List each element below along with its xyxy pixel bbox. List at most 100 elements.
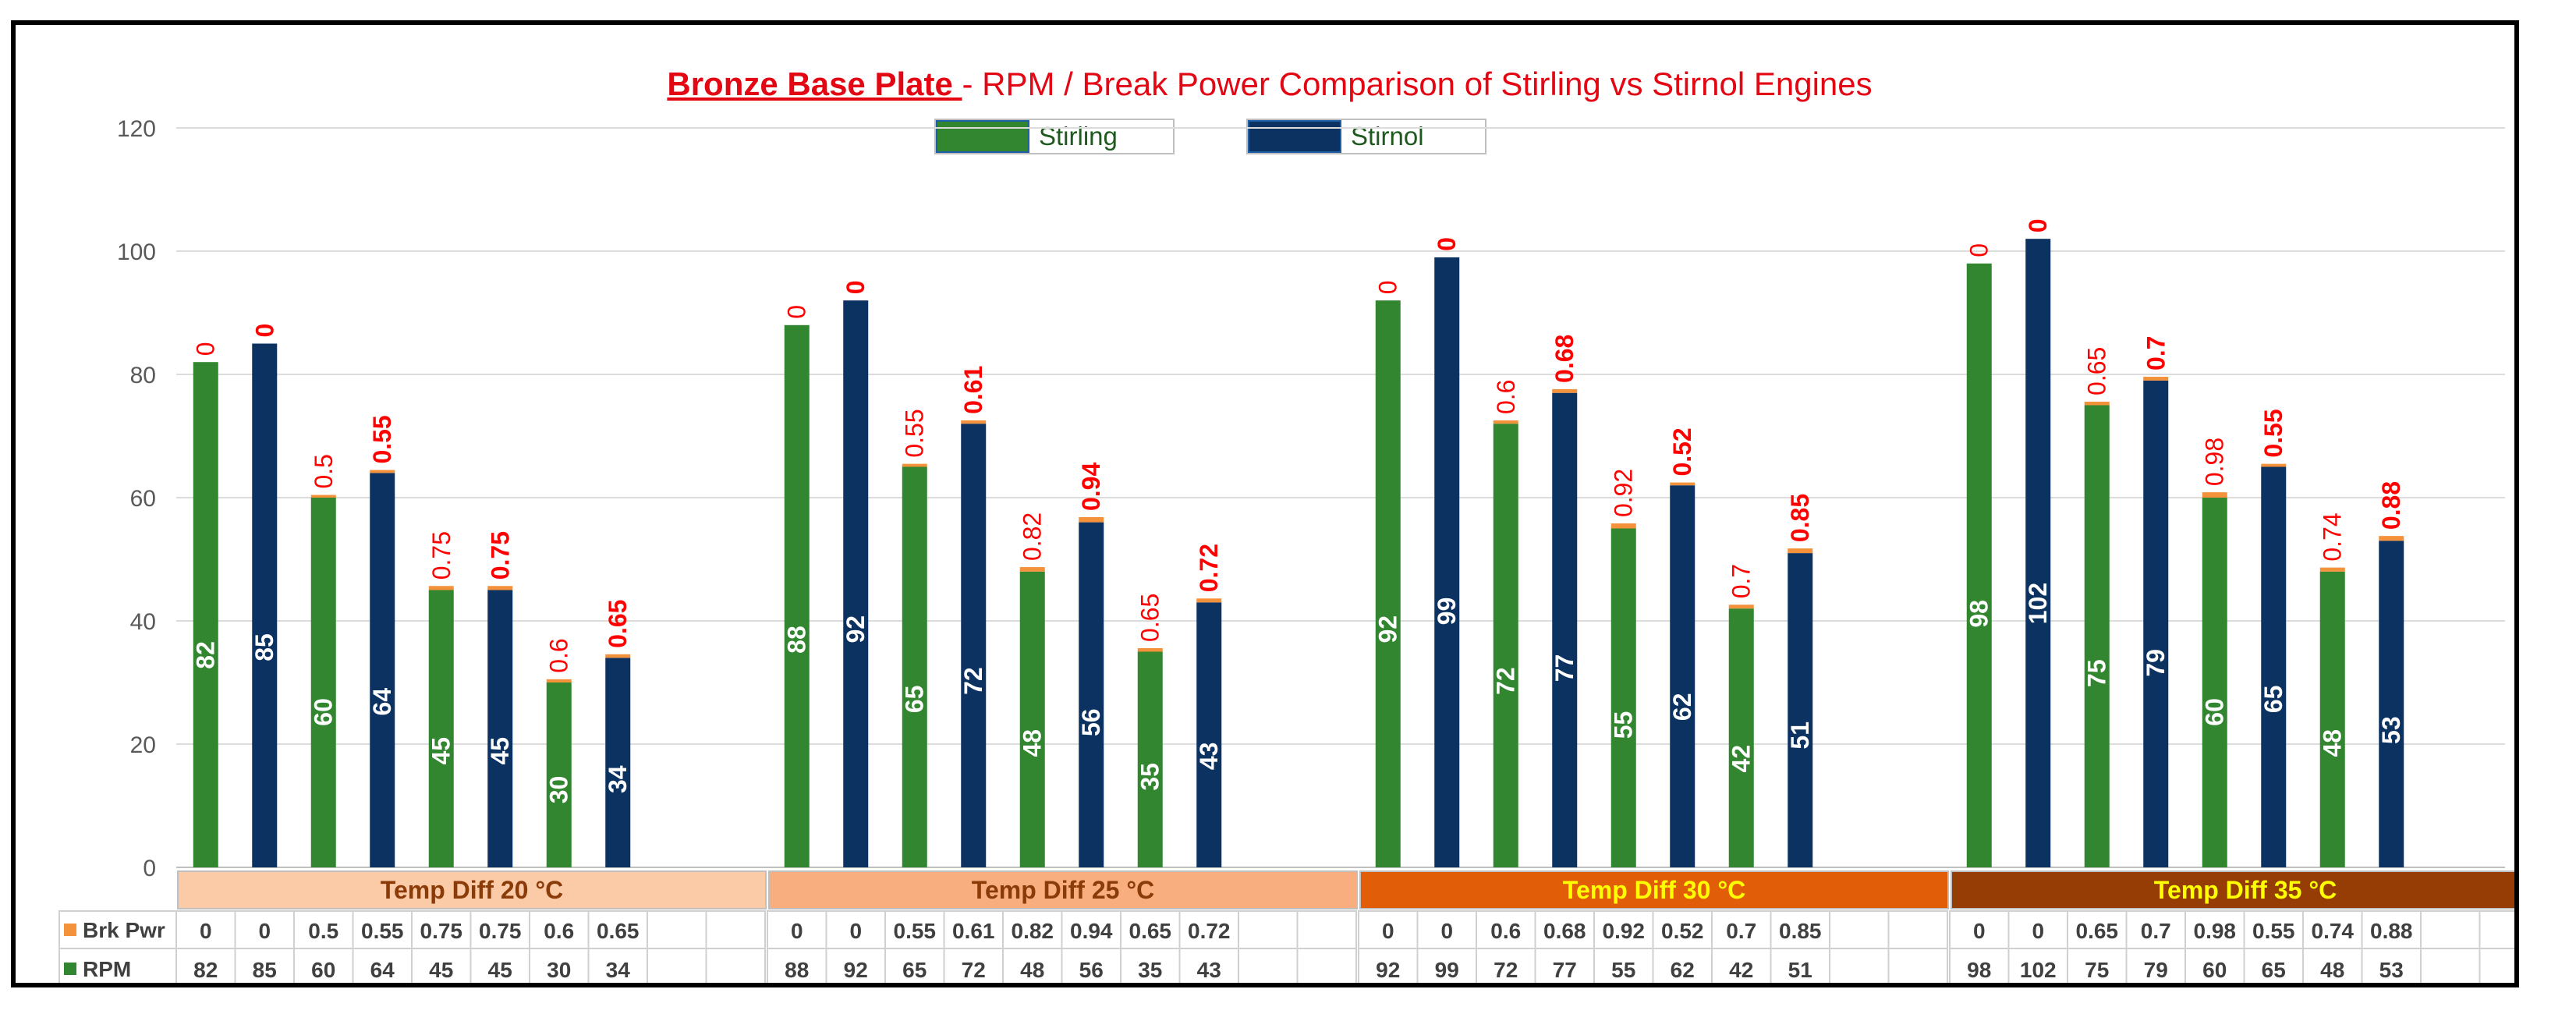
table-cell xyxy=(1416,910,1477,949)
brk-pwr-data-label: 0 xyxy=(1374,280,1402,294)
table-value-brk-pwr: 0 xyxy=(2032,919,2044,943)
table-cell xyxy=(293,948,354,983)
table-cell xyxy=(1061,948,1121,983)
brk-pwr-data-label: 0.68 xyxy=(1550,335,1579,383)
table-cell xyxy=(767,948,827,983)
rpm-data-label: 98 xyxy=(1965,600,1993,628)
table-value-rpm: 62 xyxy=(1671,958,1695,982)
table-value-brk-pwr: 0.5 xyxy=(308,919,338,943)
bar-stirling-rpm xyxy=(2202,498,2227,867)
table-value-brk-pwr: 0.55 xyxy=(2252,919,2295,943)
bar-stirling-rpm xyxy=(193,362,218,867)
brk-pwr-data-label: 0.75 xyxy=(427,531,455,580)
bar-brk-pwr xyxy=(902,463,927,467)
table-cell xyxy=(234,948,295,983)
table-value-brk-pwr: 0.6 xyxy=(1490,919,1521,943)
table-row-label-brk-pwr: Brk Pwr xyxy=(83,918,165,942)
bar-brk-pwr xyxy=(2379,536,2404,541)
table-row-header-cell xyxy=(58,948,177,983)
table-cell xyxy=(1416,948,1477,983)
legend-stirnol-swatch xyxy=(1248,120,1341,153)
rpm-data-label: 85 xyxy=(250,633,278,661)
bar-brk-pwr xyxy=(2143,377,2169,381)
rpm-data-label: 35 xyxy=(1136,763,1164,791)
table-value-brk-pwr: 0.65 xyxy=(2076,919,2119,943)
bar-stirnol-rpm xyxy=(2379,541,2404,867)
table-cell xyxy=(1652,910,1713,949)
bar-stirnol-rpm xyxy=(1434,257,1460,867)
rpm-data-label: 77 xyxy=(1550,654,1579,682)
table-value-rpm: 72 xyxy=(1494,958,1518,982)
bar-stirnol-rpm xyxy=(487,590,513,867)
table-value-brk-pwr: 0.7 xyxy=(1726,919,1756,943)
brk-pwr-data-label: 0.85 xyxy=(1786,494,1814,542)
brk-pwr-data-label: 0.6 xyxy=(545,638,573,672)
bar-stirnol-rpm xyxy=(843,300,869,867)
table-value-brk-pwr: 0 xyxy=(200,919,212,943)
bar-brk-pwr xyxy=(1610,523,1636,529)
table-cell xyxy=(234,910,295,949)
y-tick-label: 100 xyxy=(117,239,156,265)
legend-stirling-swatch xyxy=(936,120,1029,153)
rpm-data-label: 92 xyxy=(1374,615,1402,644)
bar-stirnol-rpm xyxy=(2143,380,2169,867)
rpm-data-label: 75 xyxy=(2083,659,2111,687)
table-value-rpm: 72 xyxy=(962,958,986,982)
bar-brk-pwr xyxy=(1196,598,1222,603)
rpm-data-label: 43 xyxy=(1195,743,1223,771)
rpm-data-label: 34 xyxy=(604,765,632,793)
bar-brk-pwr xyxy=(2084,401,2110,406)
table-cell xyxy=(1711,910,1772,949)
table-cell xyxy=(2184,948,2245,983)
bar-brk-pwr xyxy=(310,495,336,498)
bar-stirling-rpm xyxy=(1019,571,1045,867)
bar-brk-pwr xyxy=(1493,420,1518,424)
brk-pwr-data-label: 0.94 xyxy=(1077,463,1105,511)
bar-brk-pwr xyxy=(605,654,631,658)
rpm-data-label: 62 xyxy=(1668,693,1696,721)
rpm-data-label: 48 xyxy=(1019,729,1047,757)
table-cell xyxy=(1949,948,2010,983)
bar-stirnol-rpm xyxy=(2261,466,2287,867)
table-cell xyxy=(2067,948,2128,983)
brk-pwr-data-label: 0.88 xyxy=(2377,481,2405,530)
table-value-rpm: 30 xyxy=(547,958,571,982)
bar-stirling-rpm xyxy=(546,682,572,867)
rpm-data-label: 45 xyxy=(427,737,455,765)
brk-pwr-data-label: 0.74 xyxy=(2319,512,2347,561)
bar-stirling-rpm xyxy=(2319,571,2345,867)
table-value-rpm: 92 xyxy=(844,958,868,982)
brk-pwr-data-label: 0.52 xyxy=(1668,427,1696,476)
brk-pwr-data-label: 0.82 xyxy=(1019,512,1047,561)
table-value-rpm: 45 xyxy=(488,958,512,982)
brk-pwr-data-label: 0.65 xyxy=(604,600,632,648)
table-value-brk-pwr: 0.74 xyxy=(2312,919,2355,943)
bar-stirnol-rpm xyxy=(370,473,395,867)
table-value-brk-pwr: 0.72 xyxy=(1188,919,1231,943)
rpm-data-label: 45 xyxy=(486,737,514,765)
table-cell xyxy=(2420,948,2481,983)
table-value-rpm: 56 xyxy=(1079,958,1104,982)
brk-pwr-data-label: 0.65 xyxy=(1136,594,1164,642)
table-cell xyxy=(411,910,472,949)
table-value-rpm: 48 xyxy=(1020,958,1044,982)
rpm-data-label: 65 xyxy=(2259,686,2287,714)
table-value-brk-pwr: 0.55 xyxy=(894,919,937,943)
table-value-rpm: 64 xyxy=(370,958,395,982)
table-cell xyxy=(647,910,707,949)
bar-brk-pwr xyxy=(428,586,454,590)
rpm-data-label: 42 xyxy=(1727,745,1756,773)
bar-stirling-rpm xyxy=(784,324,810,867)
brk-pwr-data-label: 0.55 xyxy=(901,409,929,457)
y-tick-label: 120 xyxy=(117,116,156,142)
bar-stirling-rpm xyxy=(1375,300,1401,867)
bar-stirling-rpm xyxy=(310,498,336,867)
table-value-brk-pwr: 0 xyxy=(1440,919,1453,943)
bar-stirnol-rpm xyxy=(1196,602,1222,867)
table-value-rpm: 65 xyxy=(2262,958,2286,982)
table-cell xyxy=(2125,910,2186,949)
table-cell xyxy=(1887,910,1948,949)
table-value-rpm: 75 xyxy=(2085,958,2109,982)
table-cell xyxy=(705,948,766,983)
table-value-rpm: 82 xyxy=(193,958,218,982)
